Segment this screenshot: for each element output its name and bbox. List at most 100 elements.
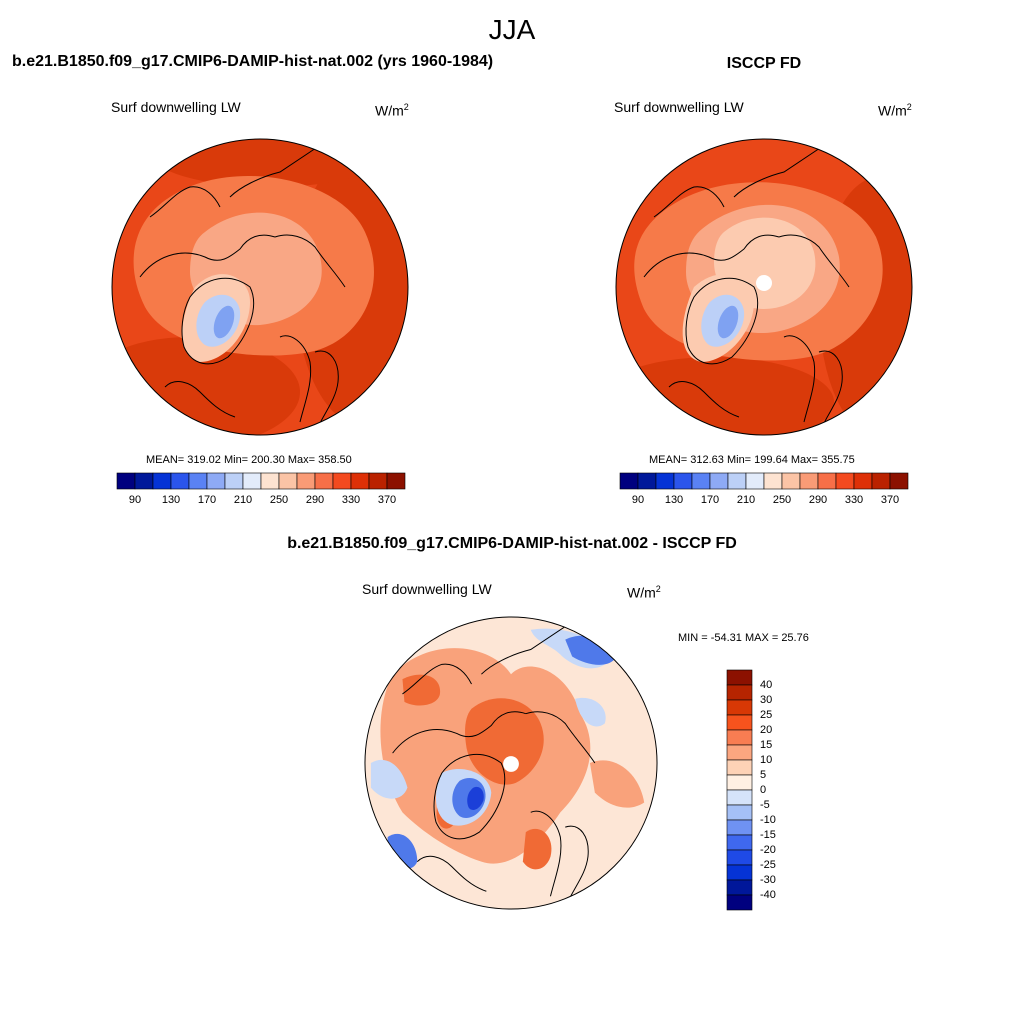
map-region-cold	[213, 305, 235, 339]
coastline	[164, 381, 236, 418]
colorbar-swatch	[726, 759, 753, 776]
model-colorbar-ticks: 90 130 170 210 250 290 330 370	[117, 494, 405, 508]
colorbar-swatch	[709, 472, 729, 490]
coastline	[149, 186, 221, 218]
colorbar-swatch	[116, 472, 136, 490]
colorbar-tick-label: 30	[760, 694, 773, 706]
obs-stats: MEAN= 312.63 Min= 199.64 Max= 355.75	[649, 454, 855, 466]
colorbar-tick-label: 20	[760, 724, 773, 736]
colorbar-swatch	[726, 669, 753, 686]
colorbar-swatch	[781, 472, 801, 490]
colorbar-swatch	[726, 744, 753, 761]
colorbar-tick-label: 290	[808, 494, 828, 506]
coastline	[402, 663, 472, 695]
coastline	[433, 754, 506, 840]
coastline	[668, 381, 740, 418]
coastline	[643, 234, 780, 278]
colorbar-swatch	[727, 472, 747, 490]
colorbar-tick-label: 330	[844, 494, 864, 506]
coastline	[778, 234, 850, 288]
obs-colorbar-ticks: 90 130 170 210 250 290 330 370	[620, 494, 908, 508]
colorbar-swatch	[871, 472, 891, 490]
colorbar-swatch	[726, 789, 753, 806]
colorbar-tick-label: 15	[760, 739, 773, 751]
coastline	[525, 711, 596, 764]
colorbar-tick-label: 170	[197, 494, 217, 506]
colorbar-swatch	[726, 729, 753, 746]
coastlines	[643, 141, 850, 428]
colorbar-swatch	[278, 472, 298, 490]
colorbar-tick-label: -20	[760, 844, 776, 856]
colorbar-tick-label: 40	[760, 679, 773, 691]
coastline	[653, 186, 725, 218]
colorbar-tick-label: 130	[664, 494, 684, 506]
colorbar-tick-label: 370	[880, 494, 900, 506]
colorbar-swatch	[726, 804, 753, 821]
colorbar-swatch	[296, 472, 316, 490]
colorbar-swatch	[152, 472, 172, 490]
difference-colorbar	[726, 669, 753, 911]
coastline	[783, 335, 816, 423]
colorbar-tick-label: 210	[233, 494, 253, 506]
colorbar-tick-label: 210	[736, 494, 756, 506]
coastline	[181, 277, 254, 365]
colorbar-tick-label: 250	[269, 494, 289, 506]
colorbar-swatch	[726, 699, 753, 716]
obs-title: ISCCP FD	[726, 55, 802, 72]
colorbar-swatch	[745, 472, 765, 490]
difference-title: b.e21.B1850.f09_g17.CMIP6-DAMIP-hist-nat…	[287, 535, 737, 552]
colorbar-tick-label: -5	[760, 799, 770, 811]
colorbar-swatch	[332, 472, 352, 490]
colorbar-swatch	[170, 472, 190, 490]
coastline	[416, 855, 487, 892]
colorbar-tick-label: 130	[161, 494, 181, 506]
obs-colorbar	[619, 472, 909, 490]
colorbar-tick-label: 0	[760, 784, 767, 796]
colorbar-tick-label: 90	[128, 494, 142, 506]
colorbar-tick-label: -25	[760, 859, 776, 871]
coastlines	[392, 619, 596, 902]
diff-variable-label: Surf downwelling LW	[362, 581, 492, 597]
colorbar-swatch	[314, 472, 334, 490]
model-case-title: b.e21.B1850.f09_g17.CMIP6-DAMIP-hist-nat…	[12, 53, 494, 70]
coastline	[481, 619, 576, 675]
colorbar-swatch	[691, 472, 711, 490]
model-colorbar	[116, 472, 406, 490]
colorbar-tick-label: -10	[760, 814, 776, 826]
colorbar-swatch	[726, 879, 753, 896]
colorbar-swatch	[835, 472, 855, 490]
colorbar-tick-label: -40	[760, 889, 776, 901]
coastline	[274, 234, 346, 288]
colorbar-tick-label: 170	[700, 494, 720, 506]
colorbar-tick-label: -15	[760, 829, 776, 841]
colorbar-swatch	[889, 472, 909, 490]
model-variable-label: Surf downwelling LW	[111, 99, 241, 115]
map-region-hot	[465, 698, 544, 785]
colorbar-swatch	[188, 472, 208, 490]
colorbar-swatch	[726, 834, 753, 851]
map-region-deep	[150, 139, 390, 187]
colorbar-swatch	[726, 894, 753, 911]
colorbar-swatch	[242, 472, 262, 490]
coastline	[279, 335, 312, 423]
map-region-warm	[589, 760, 645, 808]
model-stats: MEAN= 319.02 Min= 200.30 Max= 358.50	[146, 454, 352, 466]
coastline	[818, 350, 843, 428]
colorbar-swatch	[726, 774, 753, 791]
coastline	[733, 141, 830, 198]
map-region-cold	[717, 305, 739, 339]
diff-stats: MIN = -54.31 MAX = 25.76	[678, 632, 809, 644]
colorbar-swatch	[726, 849, 753, 866]
colorbar-swatch	[224, 472, 244, 490]
colorbar-swatch	[673, 472, 693, 490]
map-region-hot	[402, 674, 441, 706]
coastline	[530, 810, 562, 897]
obs-variable-label: Surf downwelling LW	[614, 99, 744, 115]
colorbar-tick-label: 10	[760, 754, 773, 766]
colorbar-swatch	[368, 472, 388, 490]
map-region-hot	[522, 828, 552, 870]
colorbar-tick-label: -30	[760, 874, 776, 886]
colorbar-tick-label: 250	[772, 494, 792, 506]
obs-units: W/m2	[878, 102, 912, 119]
colorbar-swatch	[655, 472, 675, 490]
